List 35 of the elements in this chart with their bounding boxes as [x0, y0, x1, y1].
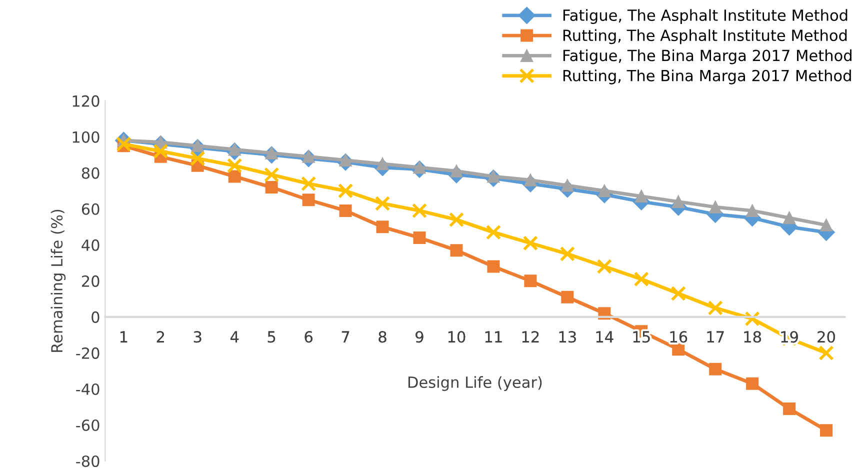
- legend-label: Rutting, The Asphalt Institute Method: [563, 29, 847, 44]
- x-tick-label: 17: [707, 331, 724, 342]
- y-tick-label: -80: [76, 455, 100, 468]
- x-tick-label: 3: [194, 331, 202, 343]
- x-tick-label: 4: [230, 331, 239, 342]
- y-tick-label: -40: [76, 383, 100, 396]
- x-tick-label: 1: [120, 331, 128, 342]
- y-axis-title: Remaining Life (%): [50, 210, 66, 352]
- y-tick-label: 120: [72, 95, 100, 107]
- x-tick-label: 10: [448, 331, 466, 343]
- y-tick-label: 40: [82, 239, 100, 251]
- x-tick-label: 11: [485, 331, 502, 342]
- x-axis-title: Design Life (year): [408, 376, 542, 391]
- y-tick-label: 80: [82, 167, 100, 179]
- x-tick-label: 12: [522, 331, 539, 342]
- x-tick-label: 20: [818, 331, 835, 343]
- y-tick-label: 100: [72, 131, 100, 143]
- x-tick-label: 8: [378, 331, 386, 343]
- legend-label: Rutting, The Bina Marga 2017 Method: [563, 70, 851, 84]
- y-tick-label: 20: [82, 275, 100, 287]
- x-tick-label: 14: [596, 331, 614, 342]
- x-tick-label: 13: [559, 331, 576, 343]
- legend-label: Fatigue, The Asphalt Institute Method: [563, 9, 848, 24]
- x-tick-label: 9: [416, 331, 424, 343]
- x-tick-label: 2: [156, 331, 164, 342]
- y-tick-label: -60: [76, 419, 100, 432]
- y-tick-label: 60: [82, 203, 100, 215]
- x-tick-label: 7: [342, 331, 350, 342]
- y-tick-label: -20: [76, 347, 100, 359]
- legend-label: Fatigue, The Bina Marga 2017 Method: [563, 49, 852, 64]
- x-tick-label: 16: [670, 331, 688, 343]
- x-tick-label: 5: [268, 331, 276, 343]
- x-tick-label: 18: [744, 331, 761, 343]
- x-tick-label: 6: [304, 331, 312, 343]
- y-tick-label: 0: [92, 311, 100, 323]
